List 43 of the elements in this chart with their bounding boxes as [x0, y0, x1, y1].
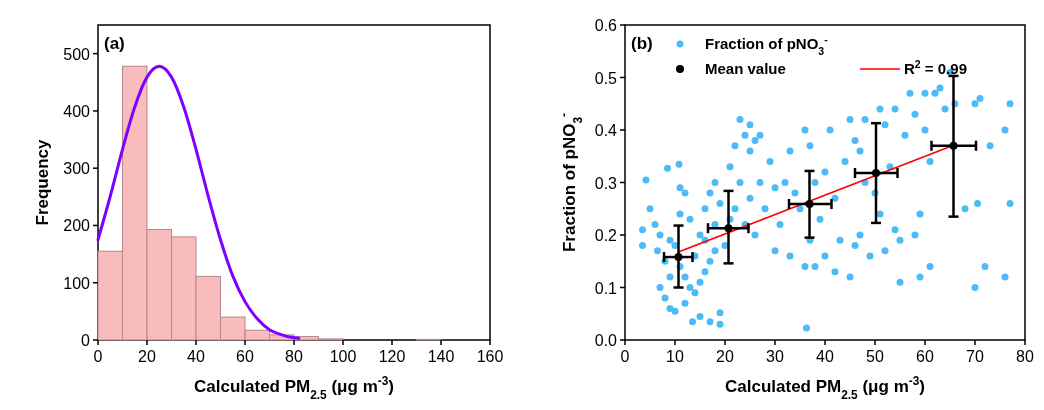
- x-tick-label: 20: [716, 348, 734, 365]
- point: [872, 169, 880, 178]
- x-tick-label: 120: [378, 348, 406, 365]
- y-axis-title: Frequency: [33, 138, 52, 226]
- y-tick-label: 0.3: [594, 174, 618, 192]
- point: [805, 200, 814, 209]
- legend-label: Mean value: [705, 60, 786, 77]
- y-tick-label: 0.2: [594, 227, 618, 244]
- x-axis-title: Calculated PM$_{2.5}$ (μg m$^{-3}$): [194, 374, 394, 402]
- y-tick-label: 0.4: [594, 122, 618, 139]
- x-tick-label: 50: [866, 348, 884, 365]
- point: [724, 224, 733, 233]
- x-tick-label: 140: [427, 348, 455, 365]
- x-tick-label: 80: [285, 348, 303, 365]
- y-tick-label: 0.1: [594, 279, 618, 297]
- y-tick-label: 300: [63, 160, 91, 178]
- point: [949, 141, 958, 150]
- y-tick-label: 0: [81, 332, 91, 349]
- x-axis-title: Calculated PM$_{2.5}$ (μg m$^{-3}$): [725, 374, 925, 402]
- x-tick-label: 60: [916, 348, 934, 365]
- x-tick-label: 80: [1016, 348, 1034, 365]
- y-tick-label: 400: [63, 102, 91, 120]
- y-tick-label: 200: [63, 217, 91, 235]
- x-tick-label: 100: [329, 348, 357, 365]
- x-tick-label: 40: [816, 348, 834, 365]
- y-tick-label: 0.5: [594, 69, 618, 87]
- x-tick-label: 60: [236, 348, 254, 365]
- legend-label: R$^{2}$ = 0.99: [904, 58, 967, 77]
- x-tick-label: 40: [187, 348, 205, 365]
- x-tick-label: 30: [766, 348, 784, 365]
- x-tick-label: 160: [476, 348, 504, 365]
- y-tick-label: 0.6: [594, 17, 618, 34]
- annotation: (b): [631, 34, 653, 53]
- y-tick-label: 100: [63, 274, 91, 292]
- x-tick-label: 10: [666, 348, 684, 365]
- x-tick-label: 0: [620, 348, 630, 365]
- x-tick-label: 70: [966, 348, 984, 365]
- x-tick-label: 20: [138, 348, 156, 365]
- x-tick-label: 0: [93, 348, 103, 365]
- point: [674, 253, 683, 262]
- y-tick-label: 0.0: [594, 332, 618, 349]
- y-tick-label: 500: [63, 45, 91, 63]
- annotation: (a): [104, 34, 125, 53]
